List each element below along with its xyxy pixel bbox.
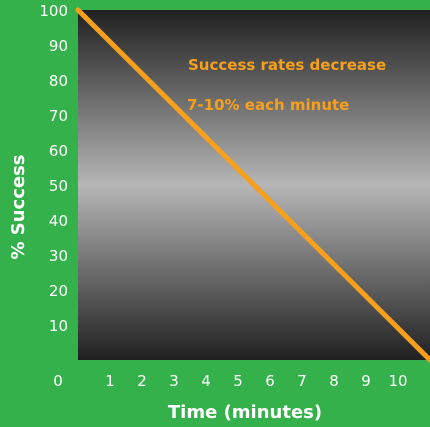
x-tick-label-1: 1 (105, 372, 115, 390)
x-tick-label-9: 9 (361, 372, 371, 390)
x-tick-label-4: 4 (201, 372, 211, 390)
y-tick-label-100: 100 (39, 2, 68, 20)
y-tick-label-10: 10 (49, 317, 68, 335)
y-tick-label-60: 60 (49, 142, 68, 160)
x-tick-label-5: 5 (233, 372, 243, 390)
y-tick-label-40: 40 (49, 212, 68, 230)
y-tick-label-80: 80 (49, 72, 68, 90)
x-tick-label-10: 10 (388, 372, 407, 390)
y-tick-label-90: 90 (49, 37, 68, 55)
x-tick-label-2: 2 (137, 372, 147, 390)
y-tick-label-30: 30 (49, 247, 68, 265)
y-tick-label-70: 70 (49, 107, 68, 125)
x-tick-label-7: 7 (297, 372, 307, 390)
x-tick-label-6: 6 (265, 372, 275, 390)
success-rate-line (75, 7, 430, 363)
y-axis-ticks: 10 20 30 40 50 60 70 80 90 100 (39, 2, 68, 335)
annotation-line-1: Success rates decrease (188, 56, 386, 74)
y-axis-label: % Success (8, 154, 29, 259)
x-tick-label-3: 3 (169, 372, 179, 390)
y-tick-label-20: 20 (49, 282, 68, 300)
origin-label: 0 (53, 372, 63, 390)
x-axis-ticks: 1 2 3 4 5 6 7 8 9 10 (105, 372, 407, 390)
annotation-line-2: 7-10% each minute (187, 96, 349, 114)
x-axis-label: Time (minutes) (168, 402, 322, 423)
x-tick-label-8: 8 (329, 372, 339, 390)
y-tick-label-50: 50 (49, 177, 68, 195)
